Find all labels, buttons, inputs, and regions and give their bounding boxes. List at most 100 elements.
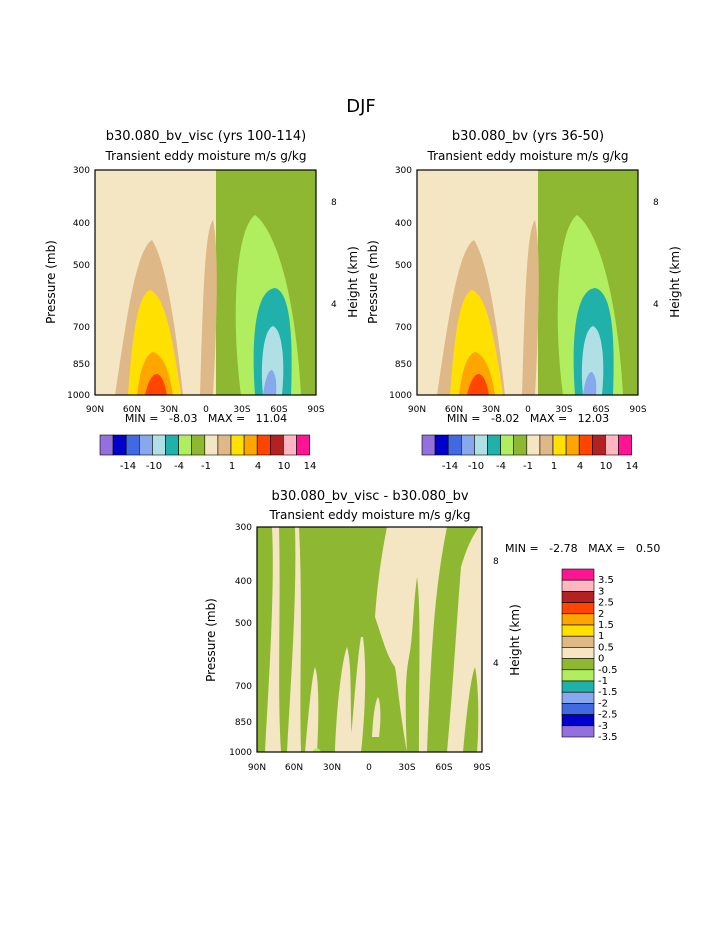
colorbar-swatch [487,434,501,456]
panel-3-legend: 3.532.521.510.50-0.5-1-1.5-2-2.5-3-3.5 [561,568,618,743]
colorbar-swatch [112,434,127,456]
panel-2-xtick: 30N [482,405,500,415]
panel-3-plot [256,526,483,753]
colorbar-swatch [283,434,297,456]
panel-1-stats: MIN = -8.03 MAX = 11.04 [125,412,287,425]
panel-2-xtick: 0 [525,405,531,415]
legend-swatch [561,568,595,581]
panel-3-xtick: 90N [248,763,266,773]
colorbar-swatch [421,434,436,456]
panel-3: b30.080_bv_visc - b30.080_bv Transient e… [204,489,660,773]
panel-1-xtick: 0 [203,405,209,415]
legend-swatch [561,658,595,671]
panel-1-colorbar [99,434,310,456]
panel-1-colorbar-label: -1 [201,461,211,472]
panel-1-ytick: 1000 [67,391,90,401]
panel-2-stats: MIN = -8.02 MAX = 12.03 [447,412,609,425]
panel-3-ytick: 1000 [229,748,252,758]
colorbar-swatch [447,434,462,456]
panel-2-ytick: 500 [395,261,412,271]
panel-3-xtick: 30S [398,763,415,773]
panel-1-xtick: 30N [160,405,178,415]
legend-label: -2 [598,698,608,709]
panel-3-ytick: 700 [235,682,252,692]
legend-swatch [561,613,595,626]
panel-1-ytick: 300 [73,166,90,176]
panel-1-colorbar-label: -4 [174,461,184,472]
panel-2-y2label: Height (km) [668,246,682,317]
panel-2-y2tick: 4 [653,300,659,310]
panel-3-ytick: 300 [235,523,252,533]
colorbar-swatch [270,434,284,456]
legend-label: 0.5 [598,642,614,653]
panel-1-xtick: 60S [270,405,287,415]
panel-1-subtitle: Transient eddy moisture m/s g/kg [105,149,307,163]
panel-2-ytick: 400 [395,219,412,229]
colorbar-swatch [500,434,514,456]
panel-2-colorbar-label: 10 [600,461,613,472]
page-title: DJF [346,96,376,117]
legend-swatch [561,725,595,738]
panel-2-plot [416,169,639,396]
panel-1-ytick: 500 [73,261,90,271]
legend-swatch [561,703,595,715]
legend-swatch [561,714,595,727]
panel-3-xtick: 60S [435,763,452,773]
panel-2-colorbar [421,434,632,456]
panel-3-title: b30.080_bv_visc - b30.080_bv [271,489,468,504]
legend-swatch [561,602,595,615]
colorbar-swatch [178,434,192,456]
colorbar-swatch [434,434,449,456]
panel-2-ytick: 850 [395,360,412,370]
panel-2-colorbar-label: 4 [577,461,583,472]
panel-1-xtick: 90S [307,405,324,415]
colorbar-swatch [217,434,232,456]
panel-3-stats: MIN = -2.78 MAX = 0.50 [505,542,660,555]
legend-label: -1.5 [598,687,618,698]
panel-1-colorbar-label: -10 [146,461,162,472]
colorbar-swatch [526,434,541,456]
colorbar-swatch [474,434,488,456]
panel-3-xtick: 0 [366,763,372,773]
panel-3-ytick: 500 [235,619,252,629]
panel-3-ytick: 400 [235,577,252,587]
colorbar-swatch [125,434,140,456]
colorbar-swatch [565,434,580,456]
panel-1-colorbar-labels: -14 -10 -4 -1 1 4 10 14 [120,461,317,472]
panel-2-colorbar-label: -10 [468,461,484,472]
panel-2-xtick: 30S [555,405,572,415]
legend-swatch [561,635,595,648]
panel-2-ytick: 1000 [389,391,412,401]
panel-3-xtick: 90S [473,763,490,773]
panel-1-y2label: Height (km) [346,246,360,317]
panel-1-colorbar-label: 10 [278,461,291,472]
panel-2-subtitle: Transient eddy moisture m/s g/kg [427,149,629,163]
legend-swatch [561,647,595,659]
panel-2-colorbar-label: -1 [523,461,533,472]
panel-2-ylabel: Pressure (mb) [366,240,380,324]
panel-1-plot [94,169,317,396]
legend-label: -3.5 [598,732,618,743]
panel-3-ylabel: Pressure (mb) [204,598,218,682]
panel-1-xtick: 60N [123,405,141,415]
panel-3-y2label: Height (km) [508,604,522,675]
colorbar-swatch [243,434,258,456]
panel-3-xtick: 30N [323,763,341,773]
panel-2-title: b30.080_bv (yrs 36-50) [452,129,604,144]
legend-swatch [561,591,595,603]
panel-1-x-ticks: 90N 60N 30N 0 30S 60S 90S [86,405,325,415]
colorbar-swatch [513,434,528,456]
colorbar-swatch [230,434,245,456]
panel-3-y2tick: 8 [493,557,499,567]
legend-swatch [561,624,595,637]
panel-1-ytick: 850 [73,360,90,370]
panel-2-xtick: 90N [408,405,426,415]
panel-2-ytick: 700 [395,323,412,333]
colorbar-swatch [592,434,606,456]
legend-label: 3 [598,586,604,597]
panel-2-xtick: 90S [629,405,646,415]
panel-1-colorbar-label: 14 [304,461,317,472]
legend-swatch [561,579,595,592]
colorbar-swatch [618,434,632,456]
panel-2-colorbar-label: 1 [551,461,557,472]
